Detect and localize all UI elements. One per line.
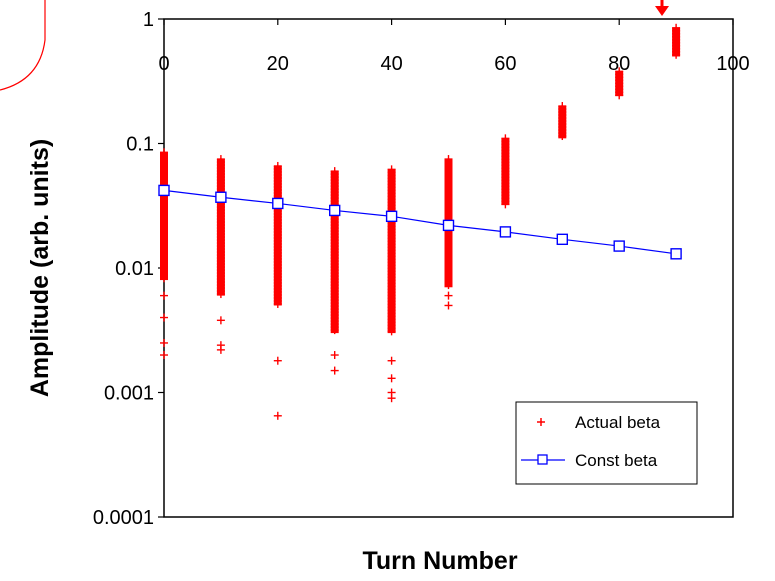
legend-label-const: Const beta: [575, 451, 658, 470]
actual-beta-cluster: [558, 102, 567, 141]
actual-beta-point: [273, 411, 282, 420]
const-beta-line: [163, 189, 677, 255]
legend-label-actual: Actual beta: [575, 413, 661, 432]
actual-beta-point: [273, 356, 282, 365]
annotation-arrow: [655, 0, 669, 16]
actual-beta-cluster: [672, 23, 681, 59]
const-beta-point: [329, 204, 341, 217]
const-beta-point: [670, 248, 682, 260]
actual-beta-point: [160, 351, 168, 360]
series-const-beta: [158, 184, 682, 260]
x-tick-label: 20: [267, 53, 289, 75]
y-tick-label: 0.1: [126, 134, 154, 156]
actual-beta-point: [330, 326, 339, 335]
actual-beta-cluster: [501, 134, 510, 209]
actual-beta-point: [501, 200, 510, 209]
x-tick-label: 80: [608, 53, 630, 75]
actual-beta-cluster: [387, 165, 396, 403]
const-beta-point: [556, 233, 568, 246]
actual-beta-point: [330, 351, 339, 360]
actual-beta-cluster: [444, 155, 453, 310]
actual-beta-point: [216, 345, 225, 354]
const-beta-point: [613, 240, 625, 252]
actual-beta-point: [387, 356, 396, 365]
actual-beta-point: [160, 291, 168, 300]
actual-beta-point: [444, 291, 453, 300]
y-axis-title: Amplitude (arb. units): [26, 139, 54, 397]
actual-beta-point: [672, 50, 681, 59]
legend: Actual beta Const beta: [515, 401, 698, 485]
actual-beta-point: [444, 281, 453, 290]
y-tick-label: 0.01: [115, 258, 154, 280]
actual-beta-point: [330, 366, 339, 375]
actual-beta-point: [387, 374, 396, 383]
actual-beta-point: [558, 132, 567, 141]
x-tick-label: 60: [494, 53, 516, 75]
actual-beta-cluster: [615, 67, 624, 100]
actual-beta-point: [615, 91, 624, 100]
x-tick-label: 0: [158, 53, 169, 75]
actual-beta-cluster: [160, 148, 168, 360]
x-tick-label: 40: [380, 53, 402, 75]
actual-beta-point: [444, 301, 453, 310]
x-axis-title: Turn Number: [362, 547, 517, 575]
const-beta-point: [442, 219, 455, 232]
actual-beta-point: [160, 313, 168, 322]
actual-beta-point: [216, 290, 225, 299]
actual-beta-point: [273, 299, 282, 308]
actual-beta-cluster: [330, 167, 339, 375]
const-beta-point: [499, 226, 512, 238]
legend-marker-actual: [537, 418, 545, 426]
const-beta-point: [272, 197, 284, 210]
x-tick-labels: 0 20 40 60 80 100: [158, 53, 749, 75]
y-tick-label: 0.0001: [93, 507, 154, 529]
actual-beta-point: [216, 316, 225, 325]
actual-beta-point: [387, 394, 396, 403]
y-tick-label: 0.001: [104, 383, 154, 405]
y-tick-labels: 1 0.1 0.01 0.001 0.0001: [93, 9, 154, 529]
actual-beta-point: [160, 274, 168, 283]
legend-marker-const: [521, 454, 565, 465]
y-tick-label: 1: [143, 9, 154, 31]
actual-beta-point: [160, 338, 168, 347]
legend-box: [515, 401, 698, 485]
x-tick-label: 100: [716, 53, 749, 75]
actual-beta-point: [387, 327, 396, 336]
const-beta-point: [215, 191, 227, 203]
const-beta-point: [385, 210, 398, 223]
const-beta-point: [158, 184, 170, 197]
series-actual-beta: [160, 23, 681, 420]
annotation-arc: [0, 0, 46, 91]
